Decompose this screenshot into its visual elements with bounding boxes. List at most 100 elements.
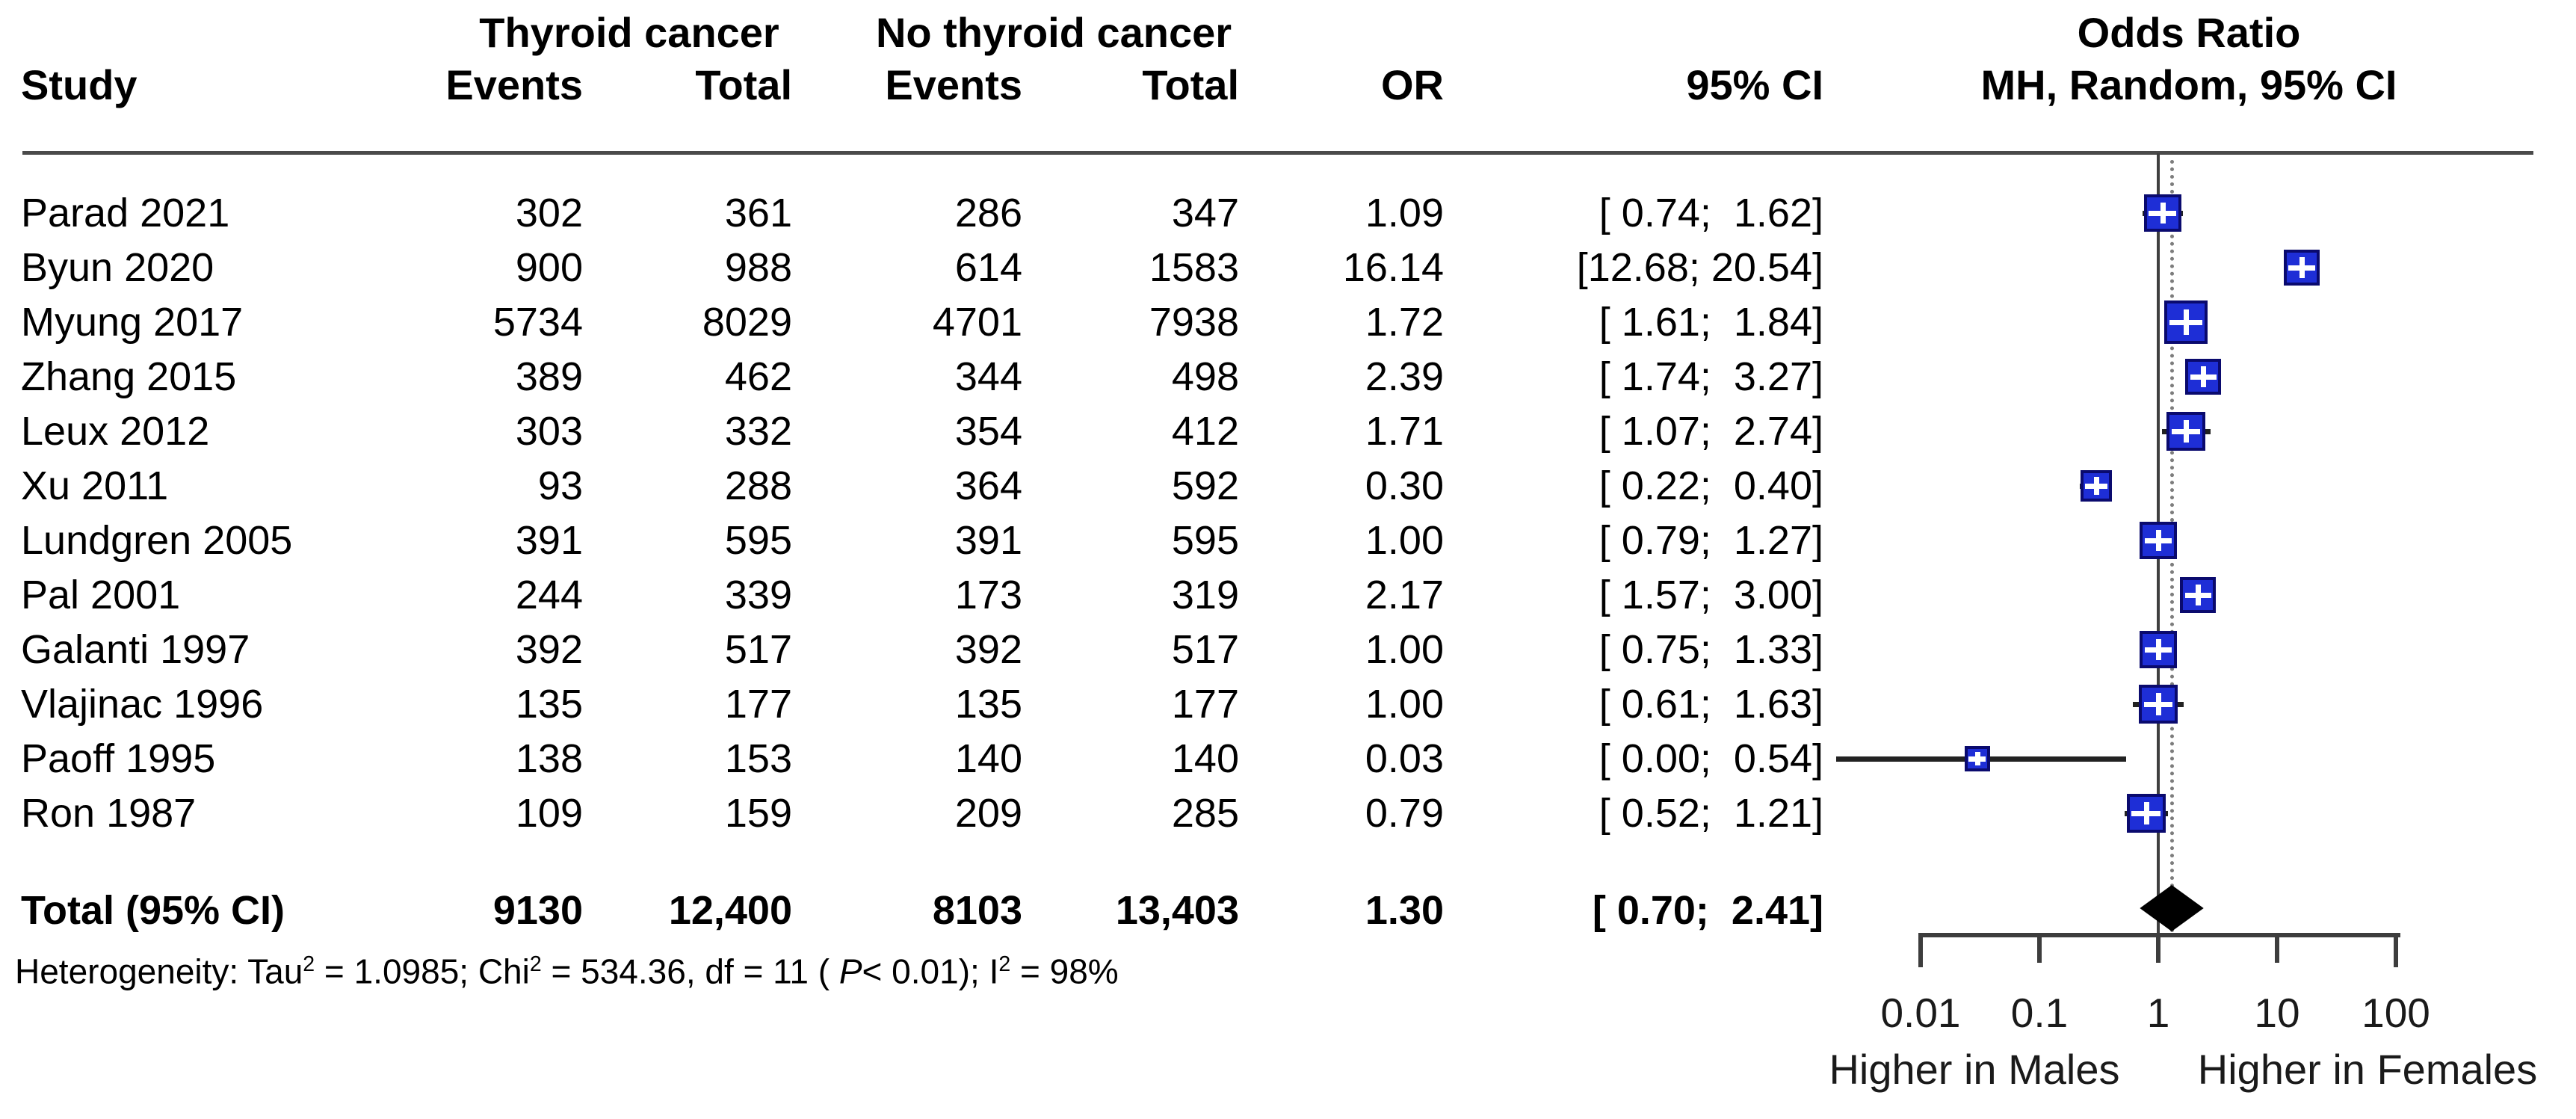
events-no-thyroid-value: 392: [954, 627, 1022, 672]
or-value: 1.72: [1365, 300, 1444, 345]
or-value: 0.79: [1365, 791, 1444, 836]
pooled-diamond: [2140, 885, 2204, 931]
study-weight-square: [2284, 250, 2320, 286]
total-no-thyroid-value: 592: [1171, 463, 1239, 508]
footnote-text: = 534.36, df = 11 (: [541, 952, 839, 991]
or-value: 1.09: [1365, 191, 1444, 235]
events-thyroid-value: 109: [515, 791, 583, 836]
study-name: Leux 2012: [21, 409, 210, 454]
study-name: Paoff 1995: [21, 736, 216, 781]
ci-value: [ 1.61; 1.84]: [1599, 300, 1823, 345]
total-thyroid-value: 595: [724, 518, 792, 563]
or-value: 2.39: [1365, 354, 1444, 399]
header-divider-rule: [22, 151, 2533, 155]
events-no-thyroid-value: 135: [954, 682, 1022, 727]
study-weight-square: [2140, 522, 2177, 559]
events-thyroid-value: 303: [515, 409, 583, 454]
study-name: Parad 2021: [21, 191, 230, 235]
point-estimate-cross-vertical: [2201, 366, 2207, 387]
x-axis-tick-label: 1: [2146, 990, 2170, 1036]
ci-value: [ 1.07; 2.74]: [1599, 409, 1823, 454]
point-estimate-cross-vertical: [1974, 752, 1980, 765]
study-name: Byun 2020: [21, 245, 214, 290]
point-estimate-cross-vertical: [2160, 202, 2166, 224]
study-name: Vlajinac 1996: [21, 682, 264, 727]
footnote-text: = 1.0985; Chi: [315, 952, 530, 991]
x-axis-tick-label: 10: [2254, 990, 2300, 1036]
study-name: Myung 2017: [21, 300, 244, 345]
total-thyroid-value: 339: [724, 573, 792, 617]
events-no-thyroid-value: 286: [954, 191, 1022, 235]
events-thyroid-value: 900: [515, 245, 583, 290]
total-no-thyroid-value: 412: [1171, 409, 1239, 454]
events-thyroid-value: 93: [537, 463, 583, 508]
study-name: Xu 2011: [21, 463, 169, 508]
x-axis-tick-label: 100: [2362, 990, 2430, 1036]
total-no-thyroid-value: 595: [1171, 518, 1239, 563]
study-weight-square: [1964, 746, 1990, 771]
total-thyroid-value: 288: [724, 463, 792, 508]
study-name: Lundgren 2005: [21, 518, 293, 563]
superscript: 2: [529, 952, 542, 976]
total-thyroid-value: 332: [724, 409, 792, 454]
total-no-thyroid-value: 319: [1171, 573, 1239, 617]
events-no-thyroid-value: 391: [954, 518, 1022, 563]
total-thyroid-value: 8029: [702, 300, 792, 345]
events-thyroid-value: 391: [515, 518, 583, 563]
total-no-thyroid-value: 1583: [1149, 245, 1239, 290]
or-value: 0.03: [1365, 736, 1444, 781]
study-weight-square: [2140, 631, 2177, 668]
events-no-thyroid-value: 344: [954, 354, 1022, 399]
ci-value: [ 0.75; 1.33]: [1599, 627, 1823, 672]
or-value: 2.17: [1365, 573, 1444, 617]
total-no-thyroid-value: 498: [1171, 354, 1239, 399]
ci-value: [ 0.74; 1.62]: [1599, 191, 1823, 235]
events-no-thyroid-value: 209: [954, 791, 1022, 836]
column-header-or-value: OR: [1381, 61, 1444, 108]
total-events-thyroid: 9130: [492, 888, 583, 933]
point-estimate-cross-vertical: [2143, 802, 2149, 824]
study-name: Zhang 2015: [21, 354, 237, 399]
heterogeneity-footnote: Heterogeneity: Tau2 = 1.0985; Chi2 = 534…: [15, 943, 1119, 992]
x-axis-line: [1921, 933, 2400, 937]
x-axis-tick: [2275, 933, 2279, 963]
plot-title-line2: MH, Random, 95% CI: [1980, 61, 2397, 108]
point-estimate-cross-vertical: [2156, 529, 2161, 552]
total-or-value: 1.30: [1365, 888, 1444, 933]
point-estimate-cross-vertical: [2156, 693, 2161, 715]
events-no-thyroid-value: 140: [954, 736, 1022, 781]
events-thyroid-value: 302: [515, 191, 583, 235]
footnote-text: Heterogeneity: Tau: [15, 952, 303, 991]
total-total-thyroid: 12,400: [668, 888, 792, 933]
ci-value: [ 0.00; 0.54]: [1599, 736, 1823, 781]
study-name: Ron 1987: [21, 791, 197, 836]
x-axis-tick: [2394, 933, 2398, 967]
or-value: 1.00: [1365, 518, 1444, 563]
point-estimate-cross-vertical: [2196, 585, 2202, 605]
study-weight-square: [2164, 300, 2208, 344]
x-axis-tick-label: 0.1: [2010, 990, 2069, 1036]
total-no-thyroid-value: 7938: [1149, 300, 1239, 345]
column-group-no-thyroid-cancer: No thyroid cancer: [875, 9, 1232, 56]
total-no-thyroid-value: 347: [1171, 191, 1239, 235]
events-thyroid-value: 392: [515, 627, 583, 672]
events-no-thyroid-value: 173: [954, 573, 1022, 617]
or-value: 0.30: [1365, 463, 1444, 508]
total-no-thyroid-value: 140: [1171, 736, 1239, 781]
total-no-thyroid-value: 177: [1171, 682, 1239, 727]
superscript: 2: [303, 952, 315, 976]
ci-value: [ 0.79; 1.27]: [1599, 518, 1823, 563]
point-estimate-cross-vertical: [2184, 420, 2190, 443]
total-thyroid-value: 988: [724, 245, 792, 290]
point-estimate-cross-vertical: [2184, 309, 2190, 335]
plot-title-line1: Odds Ratio: [2077, 9, 2301, 56]
study-name: Galanti 1997: [21, 627, 250, 672]
study-weight-square: [2185, 359, 2222, 395]
events-no-thyroid-value: 614: [954, 245, 1022, 290]
study-name: Pal 2001: [21, 573, 181, 617]
total-thyroid-value: 159: [724, 791, 792, 836]
point-estimate-cross-vertical: [2156, 638, 2161, 661]
events-thyroid-value: 5734: [492, 300, 583, 345]
total-no-thyroid-value: 517: [1171, 627, 1239, 672]
or-value: 1.00: [1365, 627, 1444, 672]
